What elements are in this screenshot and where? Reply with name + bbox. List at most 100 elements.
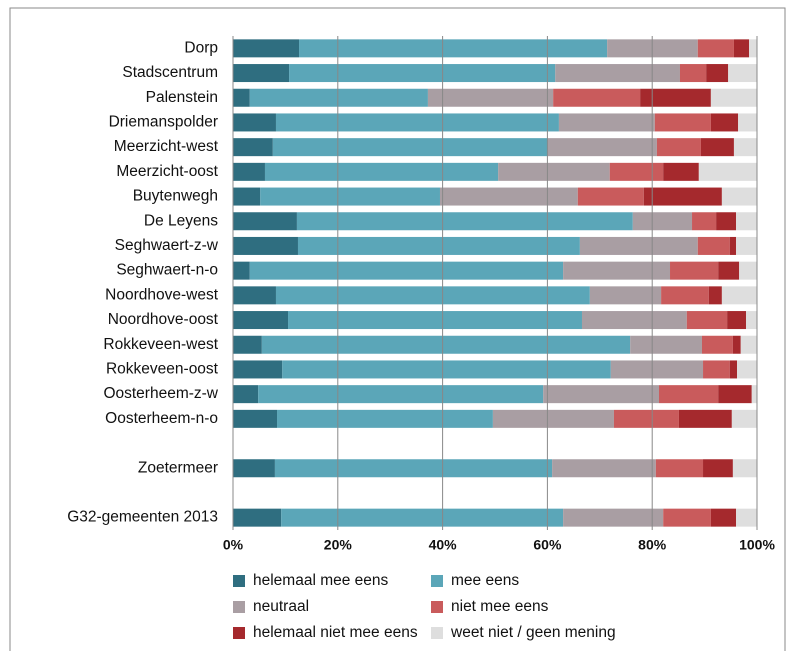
bar-segment: [733, 138, 757, 157]
bar-segment: [233, 508, 282, 527]
category-label: Oosterheem-z-w: [103, 385, 218, 402]
bar-segment: [700, 138, 734, 157]
bar-segment: [288, 311, 582, 330]
bar-segment: [656, 138, 701, 157]
bar-segment: [233, 88, 250, 107]
category-label: Seghwaert-n-o: [116, 262, 218, 279]
x-tick-label: 60%: [533, 537, 562, 553]
x-tick-label: 20%: [324, 537, 353, 553]
bar-segment: [661, 286, 709, 305]
bar-segment: [258, 385, 544, 404]
category-label: Dorp: [184, 39, 218, 56]
bar-segment: [233, 187, 261, 206]
bar-segment: [233, 39, 300, 58]
bar-segment: [721, 286, 757, 305]
bar-segment: [609, 162, 664, 181]
category-label: Oosterheem-n-o: [105, 410, 218, 427]
category-label: Rokkeveen-oost: [106, 361, 219, 378]
category-label: Stadscentrum: [122, 64, 218, 81]
bar-segment: [233, 360, 283, 379]
category-label: De Leyens: [144, 212, 218, 229]
bar-segment: [289, 64, 556, 83]
bar-segment: [589, 286, 662, 305]
bar-segment: [233, 459, 275, 478]
bar-segment: [281, 508, 564, 527]
bar-segment: [733, 39, 750, 58]
legend-swatch: [431, 627, 443, 639]
legend-label: helemaal mee eens: [253, 572, 389, 589]
bar-segment: [552, 459, 656, 478]
bar-segment: [697, 236, 730, 255]
bar-segment: [739, 261, 757, 280]
bar-segment: [233, 261, 250, 280]
bar-segment: [277, 409, 493, 428]
bar-segment: [547, 138, 657, 157]
bar-segment: [679, 64, 707, 83]
bar-segment: [274, 459, 553, 478]
frame: [9, 7, 786, 651]
bar-segment: [710, 508, 737, 527]
category-label: Noordhove-west: [105, 286, 219, 303]
bar-segment: [710, 113, 739, 132]
x-tick-label: 40%: [429, 537, 458, 553]
bar-segment: [233, 64, 290, 83]
bar-segment: [282, 360, 611, 379]
bar-segment: [233, 385, 259, 404]
bar-segment: [710, 88, 757, 107]
bar-segment: [260, 187, 440, 206]
bar-segment: [736, 508, 757, 527]
bar-segment: [233, 162, 265, 181]
bar-segment: [297, 236, 580, 255]
legend-label: niet mee eens: [451, 598, 549, 615]
bar-segment: [728, 64, 757, 83]
bar-segment: [703, 459, 733, 478]
category-label: Meerzicht-oost: [116, 163, 218, 180]
bar-segment: [233, 409, 278, 428]
category-label: Meerzicht-west: [114, 138, 219, 155]
bar-segment: [581, 311, 687, 330]
bar-segment: [543, 385, 660, 404]
category-label: Driemanspolder: [109, 114, 218, 131]
bar-segment: [613, 409, 679, 428]
bar-segment: [492, 409, 614, 428]
bar-segment: [272, 138, 548, 157]
bar-segment: [643, 187, 722, 206]
bar-segment: [630, 335, 702, 354]
bar-segment: [706, 64, 729, 83]
bar-segment: [692, 212, 717, 231]
bar-segment: [498, 162, 610, 181]
bar-segment: [233, 113, 276, 132]
bar-segment: [732, 335, 741, 354]
legend-swatch: [233, 627, 245, 639]
bar-segment: [654, 113, 711, 132]
bar-segment: [727, 311, 746, 330]
bar-segment: [640, 88, 711, 107]
bar-segment: [249, 88, 428, 107]
bar-segment: [698, 162, 757, 181]
bar-segment: [249, 261, 564, 280]
bar-segment: [745, 311, 757, 330]
bar-segment: [553, 88, 641, 107]
bar-segment: [740, 335, 757, 354]
bar-segment: [708, 286, 722, 305]
bar-segment: [732, 459, 757, 478]
category-label: Palenstein: [146, 89, 218, 106]
category-label: Rokkeveen-west: [103, 336, 218, 353]
x-tick-label: 80%: [638, 537, 667, 553]
bar-segment: [299, 39, 608, 58]
legend-swatch: [431, 601, 443, 613]
bar-segment: [738, 113, 757, 132]
bar-segment: [716, 212, 737, 231]
bar-segment: [729, 236, 737, 255]
bar-segment: [233, 335, 262, 354]
bar-segment: [670, 261, 719, 280]
bar-segment: [718, 261, 740, 280]
bar-segment: [579, 236, 698, 255]
legend-swatch: [233, 575, 245, 587]
bar-segment: [439, 187, 578, 206]
x-tick-label: 100%: [739, 537, 775, 553]
category-label: G32-gemeenten 2013: [67, 509, 218, 526]
bar-segment: [678, 409, 732, 428]
bar-segment: [555, 64, 680, 83]
